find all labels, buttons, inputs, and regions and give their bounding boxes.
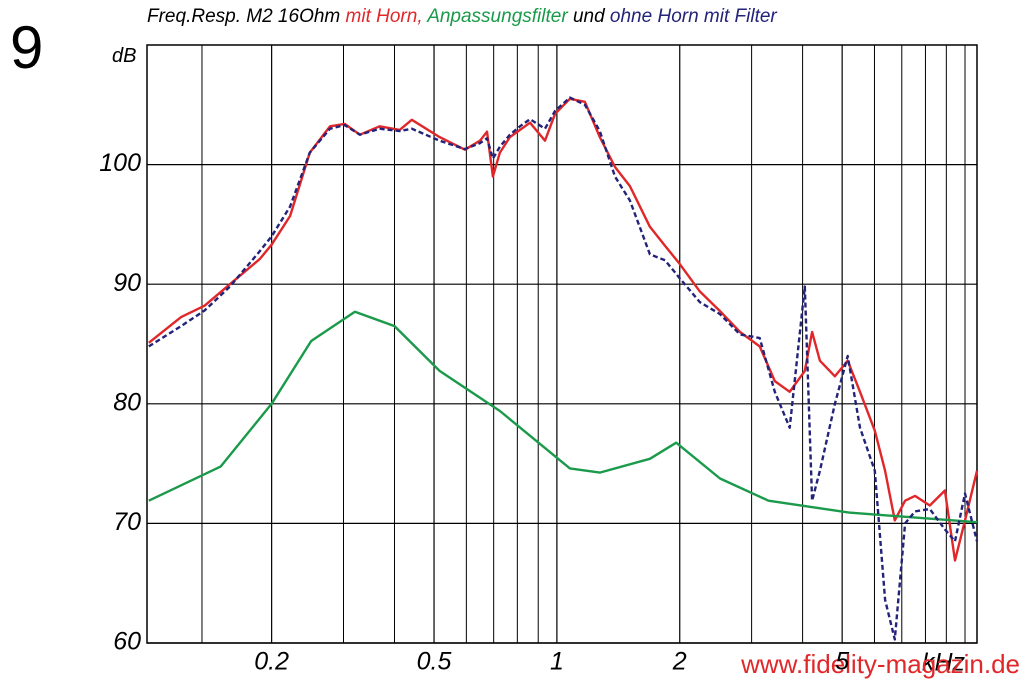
title-series: Anpassungsfilter — [426, 6, 568, 27]
y-tick-label: 90 — [113, 269, 141, 297]
x-tick-label: 5 — [835, 648, 849, 676]
series-line — [148, 310, 978, 524]
series-line — [148, 97, 979, 562]
title-main: Freq.Resp. M2 16Ohm — [147, 6, 340, 27]
x-tick-label: 2 — [672, 648, 687, 676]
y-tick-label: 70 — [113, 508, 141, 536]
y-axis-label: dB — [112, 45, 136, 67]
x-tick-label: 0.2 — [254, 648, 289, 676]
title-series: mit Horn, — [346, 6, 423, 27]
y-tick-label: 100 — [99, 149, 141, 177]
watermark: www.fidelity-magazin.de — [740, 649, 1020, 679]
series-line — [148, 96, 979, 641]
y-tick-label: 80 — [113, 388, 141, 416]
x-tick-label: 1 — [550, 648, 564, 676]
y-tick-label: 60 — [113, 628, 141, 656]
title-series: ohne Horn mit Filter — [610, 6, 778, 27]
figure-number: 9 — [10, 14, 43, 81]
x-tick-label: 0.5 — [417, 648, 452, 676]
x-axis-label: kHz — [922, 649, 966, 677]
chart-title: Freq.Resp. M2 16Ohm mit Horn, Anpassungs… — [147, 6, 777, 27]
title-joiner: und — [573, 6, 606, 27]
